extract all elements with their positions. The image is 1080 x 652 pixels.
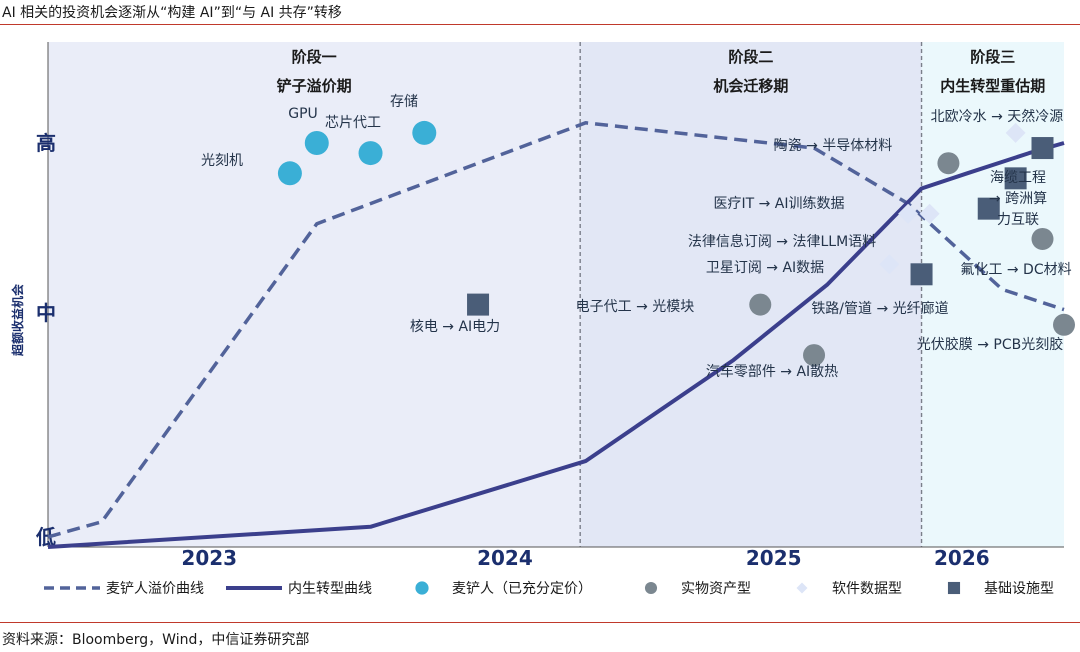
infrastructure-marker (910, 263, 933, 286)
point-label: 汽车零部件 → AI散热 (706, 363, 838, 380)
x-tick-label: 2025 (746, 546, 802, 570)
y-tick-label: 中 (36, 301, 56, 325)
point-label: 核电 → AI电力 (410, 319, 500, 335)
legend-item: 实物资产型 (644, 581, 751, 597)
legend-item: 软件数据型 (796, 581, 902, 597)
point-label: 芯片代工 (325, 115, 381, 131)
x-tick-label: 2023 (181, 546, 237, 570)
point-label: GPU (288, 106, 318, 122)
point-label: 存储 (390, 94, 418, 110)
stage-backgrounds (48, 42, 1064, 547)
shovel-marker (415, 581, 429, 595)
legend-label: 麦铲人（已充分定价） (452, 581, 592, 597)
shovel-marker (304, 131, 329, 155)
software-data-marker (898, 203, 919, 224)
stage-subtitle: 机会迁移期 (713, 77, 788, 95)
physical-asset-marker (644, 581, 658, 595)
software-data-marker (1005, 122, 1026, 143)
footer-divider (0, 622, 1080, 623)
stage-background-2 (580, 42, 922, 547)
x-tick-label: 2026 (934, 546, 990, 570)
source-note: 资料来源：Bloomberg，Wind，中信证券研究部 (2, 632, 310, 648)
legend-label: 内生转型曲线 (288, 581, 372, 597)
shovel-marker (358, 141, 383, 166)
point-label: 医疗IT → AI训练数据 (713, 196, 844, 212)
point-label: 光伏胶膜 → PCB光刻胶 (917, 336, 1063, 353)
shovel-marker (412, 120, 437, 145)
curves (47, 121, 1065, 549)
point-label: 铁路/管道 → 光纤廊道 (811, 300, 948, 317)
physical-asset-marker (803, 344, 826, 367)
endogenous-transformation-curve (47, 141, 1065, 549)
point-label: 海缆工程→ 跨洲算力互联 (989, 170, 1047, 228)
legend: 麦铲人溢价曲线 内生转型曲线 麦铲人（已充分定价） 实物资产型 软件数据型 基础设施型 (44, 580, 1054, 597)
y-tick-label: 高 (36, 131, 56, 155)
software-data-marker (919, 203, 940, 224)
physical-asset-marker (937, 152, 960, 175)
point-label: 光刻机 (201, 153, 243, 169)
physical-asset-marker (1053, 313, 1075, 336)
infrastructure-marker (467, 293, 490, 316)
stage-subtitle: 内生转型重估期 (940, 77, 1045, 95)
legend-item: 麦铲人（已充分定价） (415, 581, 592, 597)
data-points (277, 120, 1075, 367)
stage-title: 阶段三 (970, 48, 1015, 66)
title-divider (0, 24, 1080, 25)
legend-item: 麦铲人溢价曲线 (44, 581, 204, 597)
software-data-marker (879, 254, 900, 275)
stage-subtitle: 铲子溢价期 (277, 77, 352, 95)
point-label: 卫星订阅 → AI数据 (706, 260, 824, 276)
legend-label: 麦铲人溢价曲线 (106, 581, 204, 597)
physical-asset-marker (1031, 227, 1054, 250)
y-axis-label: 超额收益机会 (10, 283, 25, 357)
point-label: 氟化工 → DC材料 (960, 262, 1071, 278)
y-tick-label: 低 (35, 525, 56, 549)
infrastructure-marker (947, 581, 961, 595)
legend-item: 基础设施型 (947, 580, 1054, 597)
legend-label: 实物资产型 (681, 581, 751, 597)
title-bar: AI 相关的投资机会逐渐从“构建 AI”到“与 AI 共存”转移 (0, 0, 1080, 24)
legend-item: 内生转型曲线 (226, 581, 372, 597)
software-data-marker (796, 582, 808, 594)
stage-title: 阶段二 (728, 48, 773, 66)
chart-title: AI 相关的投资机会逐渐从“构建 AI”到“与 AI 共存”转移 (2, 5, 342, 21)
point-label: 法律信息订阅 → 法律LLM语料 (688, 233, 876, 250)
legend-label: 软件数据型 (832, 581, 902, 597)
legend-label: 基础设施型 (984, 580, 1054, 597)
x-tick-label: 2024 (477, 546, 533, 570)
stage-background-3 (921, 42, 1064, 547)
point-label: 北欧冷水 → 天然冷源 (931, 108, 1064, 125)
stage-background-1 (48, 42, 581, 547)
point-label: 陶瓷 → 半导体材料 (774, 138, 893, 154)
stage-title: 阶段一 (292, 48, 337, 66)
infrastructure-marker (1031, 137, 1054, 160)
infrastructure-marker (977, 197, 1000, 220)
physical-asset-marker (749, 293, 772, 316)
point-label: 电子代工 → 光模块 (576, 299, 695, 315)
shovel-marker (277, 161, 302, 186)
infrastructure-marker (1004, 167, 1027, 190)
shovel-premium-curve (47, 121, 1065, 539)
